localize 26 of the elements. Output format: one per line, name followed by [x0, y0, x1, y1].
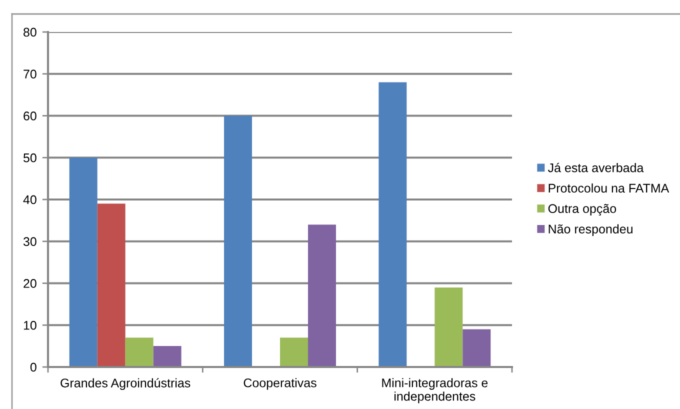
legend-label: Outra opção [548, 204, 616, 216]
legend-label: Protocolou na FATMA [548, 183, 670, 193]
y-tick-label: 60 [24, 112, 36, 120]
y-tick-label: 0 [30, 362, 36, 372]
legend-label: Já esta averbada [548, 162, 644, 172]
bar [462, 329, 491, 367]
bar [69, 158, 98, 367]
bar [378, 82, 407, 367]
x-tick-label: Cooperativas [244, 378, 316, 390]
bar [280, 338, 308, 367]
bar [153, 346, 182, 367]
bar [224, 116, 252, 367]
legend-label: Não respondeu [548, 224, 632, 236]
y-tick-label: 70 [24, 70, 36, 79]
y-tick-label: 80 [24, 28, 36, 37]
bar [97, 204, 126, 367]
bar [434, 287, 463, 367]
x-tick-label: Mini-integradoras e independentes [382, 378, 488, 404]
bar [125, 338, 154, 367]
x-tick-label: Grandes Agroindústrias [60, 378, 190, 390]
y-tick-label: 50 [23, 153, 36, 162]
y-tick-label: 20 [24, 279, 36, 288]
y-tick-label: 10 [24, 320, 36, 330]
bar [308, 224, 336, 367]
y-tick-label: 40 [23, 195, 36, 204]
y-tick-label: 30 [23, 237, 36, 246]
